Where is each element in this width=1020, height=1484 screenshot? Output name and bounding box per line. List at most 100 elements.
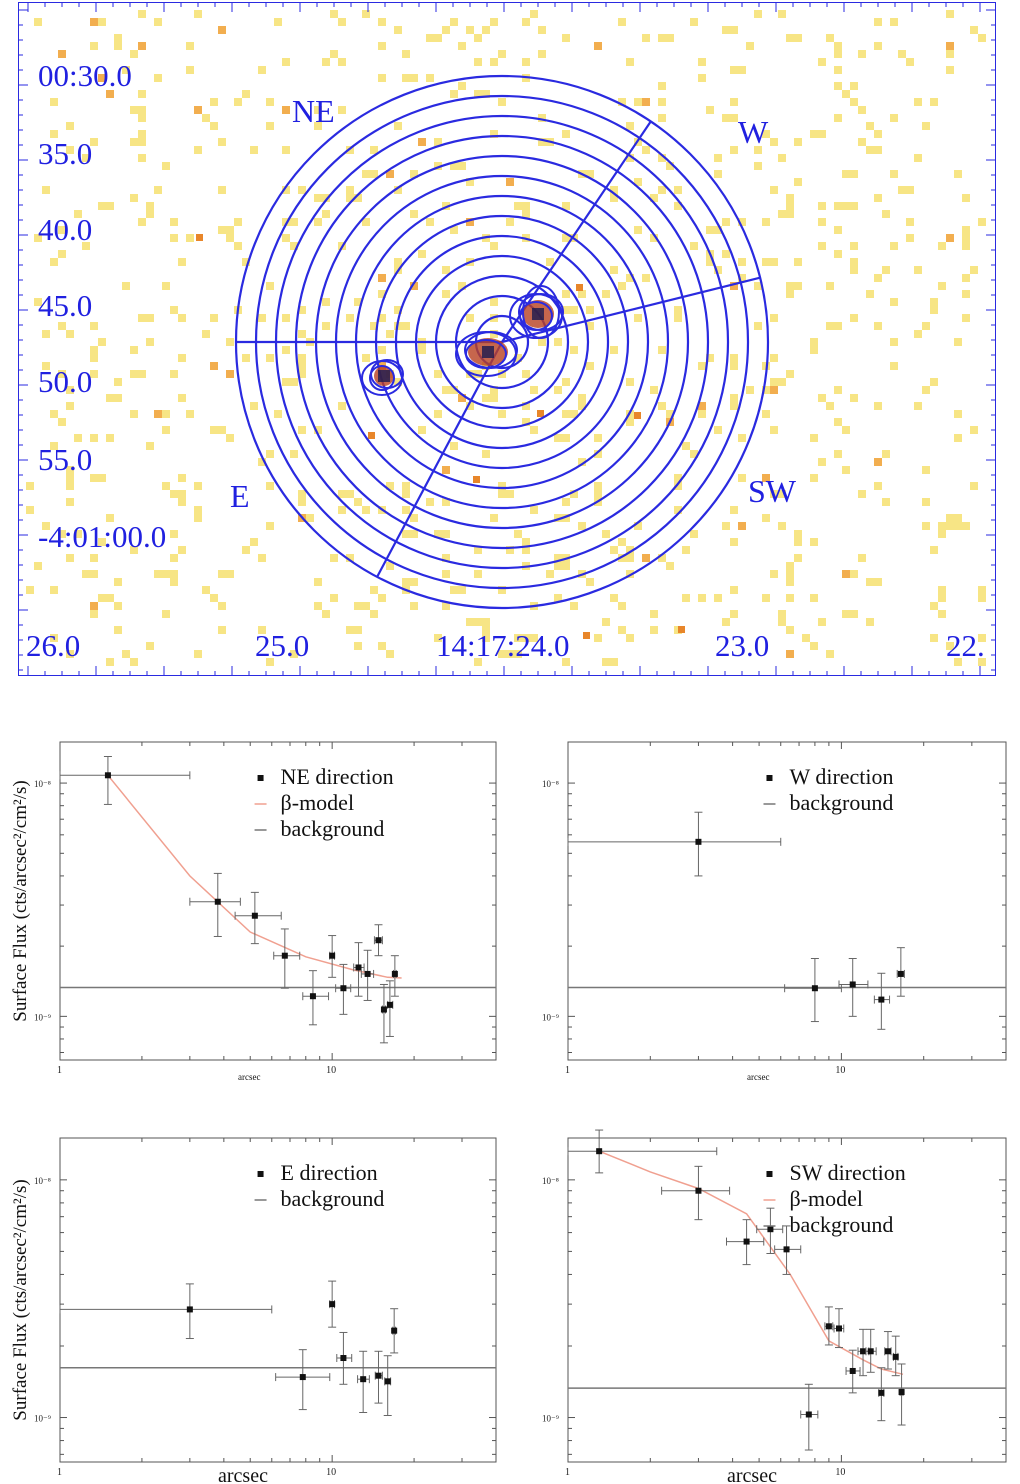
- image-pixel: [786, 194, 794, 202]
- image-pixel: [578, 458, 586, 466]
- image-pixel: [938, 242, 946, 250]
- image-pixel: [354, 298, 362, 306]
- image-pixel: [626, 274, 634, 282]
- image-pixel: [370, 610, 378, 618]
- image-pixel: [154, 74, 162, 82]
- beta-model-curve: [107, 774, 402, 979]
- legend-label: background: [281, 1186, 385, 1211]
- image-pixel: [138, 314, 146, 322]
- image-pixel: [810, 346, 818, 354]
- image-pixel: [698, 74, 706, 82]
- image-pixel: [842, 202, 850, 210]
- image-pixel: [738, 274, 746, 282]
- image-pixel: [954, 170, 962, 178]
- image-pixel: [346, 186, 354, 194]
- image-pixel: [434, 138, 442, 146]
- x-tick-label: 10: [835, 1065, 845, 1076]
- image-pixel: [906, 58, 914, 66]
- image-pixel: [186, 410, 194, 418]
- image-pixel: [474, 546, 482, 554]
- data-point: [896, 947, 905, 997]
- image-pixel: [658, 346, 666, 354]
- data-point: [373, 924, 383, 957]
- image-pixel: [346, 146, 354, 154]
- image-pixel: [954, 338, 962, 346]
- image-pixel: [650, 386, 658, 394]
- point-marker: [878, 996, 885, 1003]
- image-pixel: [746, 42, 754, 50]
- image-pixel: [386, 650, 394, 658]
- image-pixel: [178, 490, 186, 498]
- image-pixel: [210, 98, 218, 106]
- image-pixel: [410, 530, 418, 538]
- legend-marker: [766, 1171, 773, 1177]
- hot-pixel: [473, 476, 480, 483]
- image-pixel: [810, 434, 818, 442]
- image-pixel: [242, 354, 250, 362]
- image-pixel: [458, 162, 466, 170]
- image-pixel: [522, 402, 530, 410]
- data-point: [833, 1308, 845, 1349]
- image-pixel: [490, 386, 498, 394]
- image-pixel: [466, 314, 474, 322]
- image-pixel: [66, 482, 74, 490]
- image-pixel: [762, 386, 770, 394]
- image-pixel: [818, 130, 826, 138]
- image-pixel: [930, 634, 938, 642]
- image-pixel: [946, 642, 954, 650]
- image-pixel: [506, 178, 514, 186]
- image-pixel: [562, 34, 570, 42]
- image-pixel: [594, 42, 602, 50]
- image-pixel: [26, 586, 34, 594]
- image-pixel: [962, 290, 970, 298]
- source-contour: [370, 359, 404, 389]
- image-pixel: [106, 90, 114, 98]
- image-pixel: [978, 34, 986, 42]
- x-tick-label: 1: [565, 1467, 570, 1478]
- image-pixel: [634, 314, 642, 322]
- image-pixel: [618, 18, 626, 26]
- point-marker: [783, 1246, 790, 1253]
- image-pixel: [722, 218, 730, 226]
- image-pixel: [314, 194, 322, 202]
- image-pixel: [458, 282, 466, 290]
- image-pixel: [290, 650, 298, 658]
- x-tick-label: 1: [57, 1065, 62, 1076]
- image-pixel: [106, 394, 114, 402]
- legend-label: NE direction: [281, 764, 394, 789]
- image-pixel: [354, 602, 362, 610]
- image-pixel: [538, 50, 546, 58]
- plot-frame: [567, 741, 1007, 1061]
- image-pixel: [258, 314, 266, 322]
- image-pixel: [50, 130, 58, 138]
- x-axis-label: arcsec: [218, 1465, 268, 1484]
- image-pixel: [826, 282, 834, 290]
- image-pixel: [98, 74, 106, 82]
- image-pixel: [450, 442, 458, 450]
- image-pixel: [178, 546, 186, 554]
- data-point: [385, 980, 394, 1037]
- image-pixel: [410, 74, 418, 82]
- image-pixel: [922, 498, 930, 506]
- image-pixel: [226, 234, 234, 242]
- image-pixel: [714, 594, 722, 602]
- image-pixel: [210, 594, 218, 602]
- image-ticks: [18, 2, 996, 676]
- image-pixel: [490, 58, 498, 66]
- image-pixel: [914, 98, 922, 106]
- image-pixel: [762, 258, 770, 266]
- image-pixel: [666, 162, 674, 170]
- image-pixel: [194, 10, 202, 18]
- image-pixel: [850, 202, 858, 210]
- image-pixel: [370, 586, 378, 594]
- image-pixel: [810, 130, 818, 138]
- image-pixel: [490, 130, 498, 138]
- image-pixel: [490, 514, 498, 522]
- image-pixel: [474, 58, 482, 66]
- image-pixel: [114, 578, 122, 586]
- legend-label: E direction: [281, 1160, 378, 1185]
- image-pixel: [138, 138, 146, 146]
- y-tick-label: 10⁻⁹: [34, 1012, 51, 1022]
